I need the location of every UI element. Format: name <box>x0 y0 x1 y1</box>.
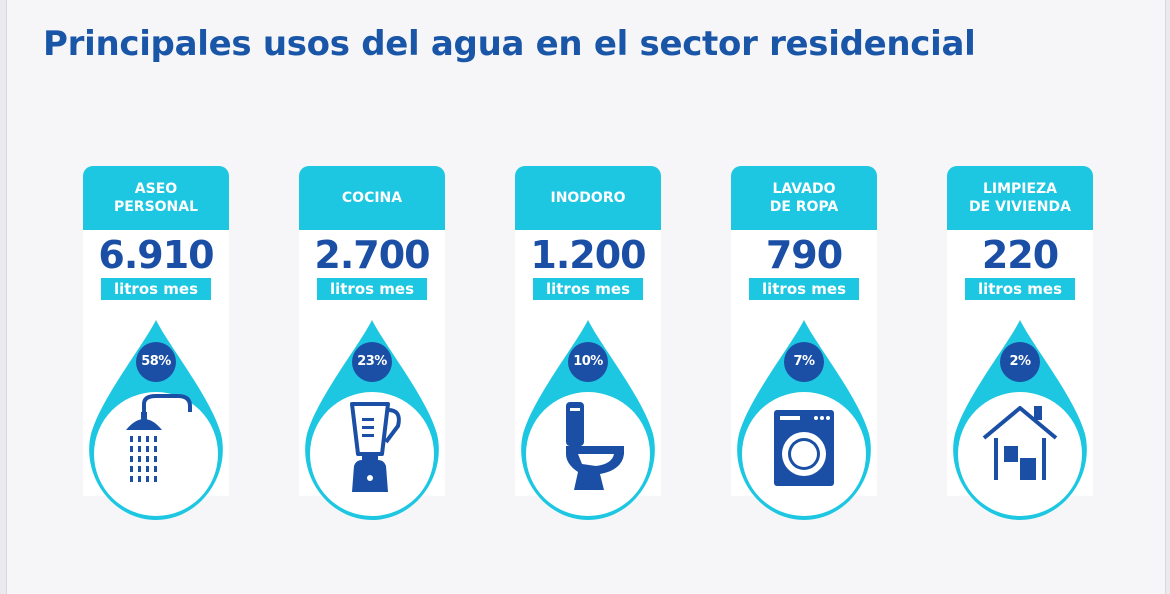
washing-machine-icon <box>774 410 834 486</box>
card-value: 2.700 <box>314 233 430 277</box>
card-value: 1.200 <box>530 233 646 277</box>
card-lavado-de-ropa: LAVADO DE ROPA 790 litros mes 7% <box>731 166 877 526</box>
card-label: LAVADO DE ROPA <box>731 166 877 230</box>
card-label: LIMPIEZA DE VIVIENDA <box>947 166 1093 230</box>
percent-badge: 58% <box>136 342 176 382</box>
water-drop-icon <box>89 320 223 520</box>
page-title: Principales usos del agua en el sector r… <box>43 24 976 64</box>
card-value: 6.910 <box>98 233 214 277</box>
card-unit: litros mes <box>533 278 643 300</box>
percent-badge: 10% <box>568 342 608 382</box>
slide: Principales usos del agua en el sector r… <box>6 0 1166 594</box>
card-limpieza-de-vivienda: LIMPIEZA DE VIVIENDA 220 litros mes 2% <box>947 166 1093 526</box>
toilet-icon <box>566 402 624 490</box>
blender-icon <box>350 402 401 492</box>
percent-badge: 23% <box>352 342 392 382</box>
card-value: 790 <box>765 233 843 277</box>
card-aseo-personal: ASEO PERSONAL 6.910 litros mes 58% <box>83 166 229 526</box>
card-cocina: COCINA 2.700 litros mes 23% <box>299 166 445 526</box>
card-unit: litros mes <box>101 278 211 300</box>
water-drop-icon <box>953 320 1087 520</box>
shower-icon <box>126 394 192 482</box>
card-unit: litros mes <box>749 278 859 300</box>
card-label: ASEO PERSONAL <box>83 166 229 230</box>
card-label: COCINA <box>299 166 445 230</box>
percent-badge: 2% <box>1000 342 1040 382</box>
card-value: 220 <box>981 233 1059 277</box>
percent-badge: 7% <box>784 342 824 382</box>
card-inodoro: INODORO 1.200 litros mes 10% <box>515 166 661 526</box>
house-icon <box>982 406 1058 480</box>
card-label: INODORO <box>515 166 661 230</box>
card-unit: litros mes <box>965 278 1075 300</box>
card-unit: litros mes <box>317 278 427 300</box>
